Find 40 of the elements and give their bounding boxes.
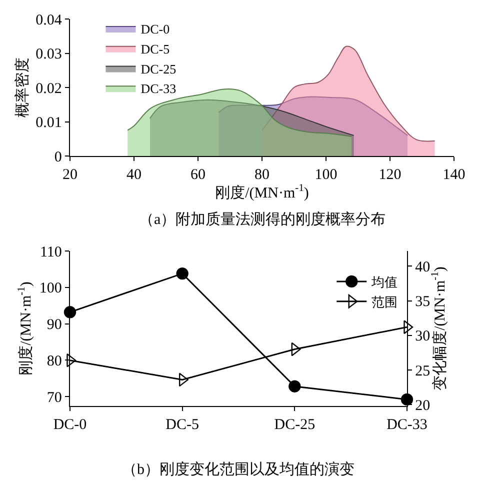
legend-label: 均值	[370, 274, 398, 290]
y2-tick-label: 20	[415, 398, 430, 414]
y-tick-label: 0.03	[36, 46, 62, 62]
legend-label: 范围	[372, 294, 398, 310]
legend-label: DC-25	[140, 61, 176, 76]
y-axis-title: 概率密度	[14, 58, 31, 118]
y-tick-label: 0.04	[36, 12, 62, 28]
x-tick-label: DC-25	[274, 417, 316, 434]
y-tick-label: 110	[40, 244, 62, 260]
y-tick-label: 90	[46, 317, 62, 334]
text: （b）刚度变化范围以及均值的演变	[122, 461, 354, 478]
x-axis-title: 刚度/(MN·m$^{-1}$)	[215, 183, 309, 202]
x-tick-label: DC-33	[386, 417, 428, 434]
x-tick-label: 40	[126, 167, 142, 184]
x-tick-label: DC-5	[166, 417, 199, 434]
x-tick-label: 20	[62, 167, 78, 184]
legend-label: DC-5	[140, 41, 170, 56]
x-tick-label: 100	[314, 167, 338, 184]
x-tick-label: 80	[254, 167, 270, 184]
y2-tick-label: 30	[415, 328, 430, 345]
y-tick-label: 0.02	[36, 80, 62, 97]
y-tick-label: 0.01	[36, 115, 62, 131]
point	[288, 380, 301, 392]
y2-tick-label: 25	[415, 363, 430, 380]
point	[64, 306, 76, 318]
y-tick-label: 70	[46, 390, 62, 406]
legend-label: DC-0	[140, 22, 170, 37]
y2-tick-label: 40	[415, 259, 430, 276]
y-tick-label: 100	[39, 280, 62, 297]
y2-tick-label: 35	[415, 294, 430, 310]
point	[176, 267, 188, 280]
legend-label: DC-33	[140, 81, 176, 96]
point	[400, 393, 414, 406]
x-tick-label: DC-0	[53, 417, 87, 434]
y-tick-label: 80	[46, 353, 62, 370]
y-tick-label: 0	[54, 149, 62, 166]
x-tick-label: 60	[190, 167, 206, 184]
x-tick-label: 120	[378, 167, 402, 184]
x-tick-label: 140	[442, 167, 466, 184]
text: （a）附加质量法测得的刚度概率分布	[139, 211, 386, 228]
